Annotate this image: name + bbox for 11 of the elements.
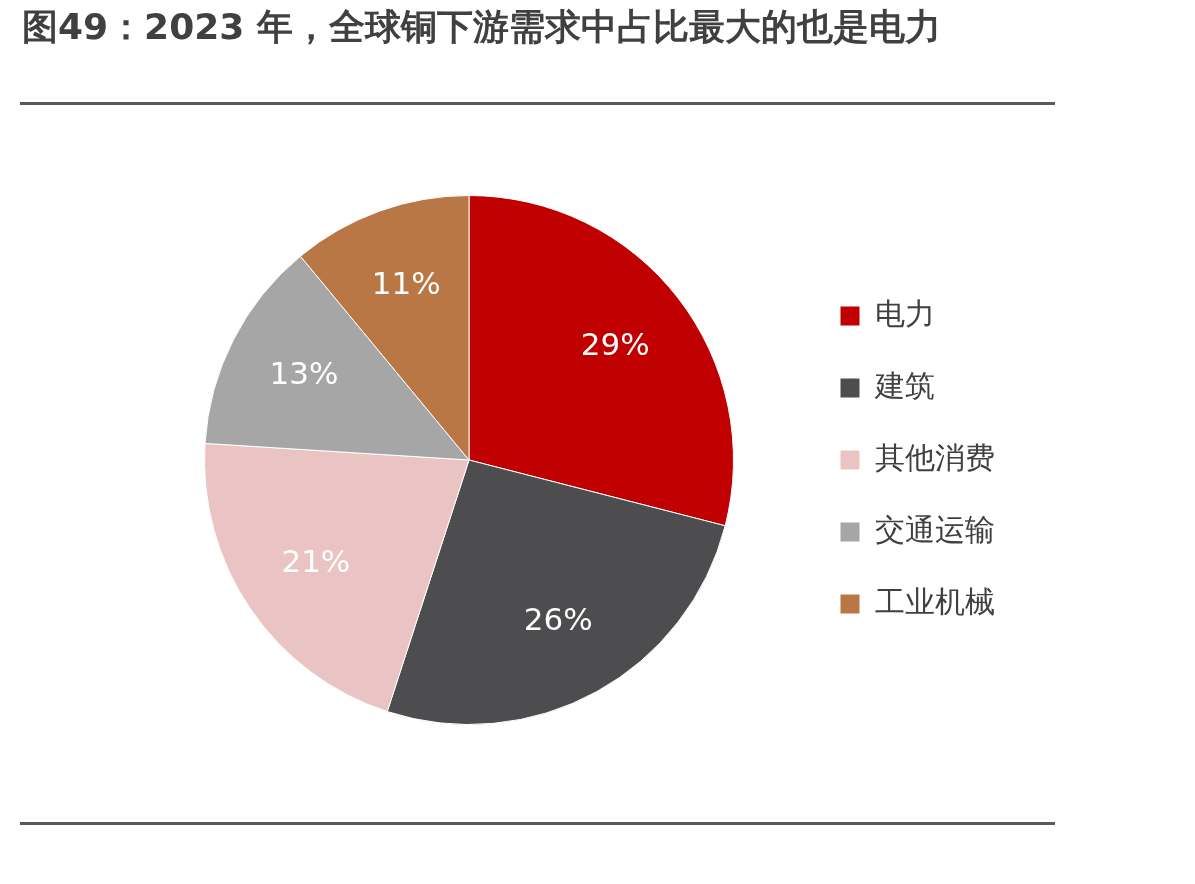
data-label: 21% [281,543,351,580]
legend-label: 交通运输 [875,511,995,547]
data-label: 13% [269,354,339,391]
legend-label: 工业机械 [875,583,995,619]
legend-label: 电力 [875,295,935,331]
chart-title: 图49：2023 年，全球铜下游需求中占比最大的也是电力 [22,5,942,49]
legend-label: 建筑 [874,367,935,403]
data-label: 11% [371,264,441,301]
data-label: 26% [523,601,593,638]
data-label: 29% [580,325,650,362]
legend-label: 其他消费 [875,439,995,475]
